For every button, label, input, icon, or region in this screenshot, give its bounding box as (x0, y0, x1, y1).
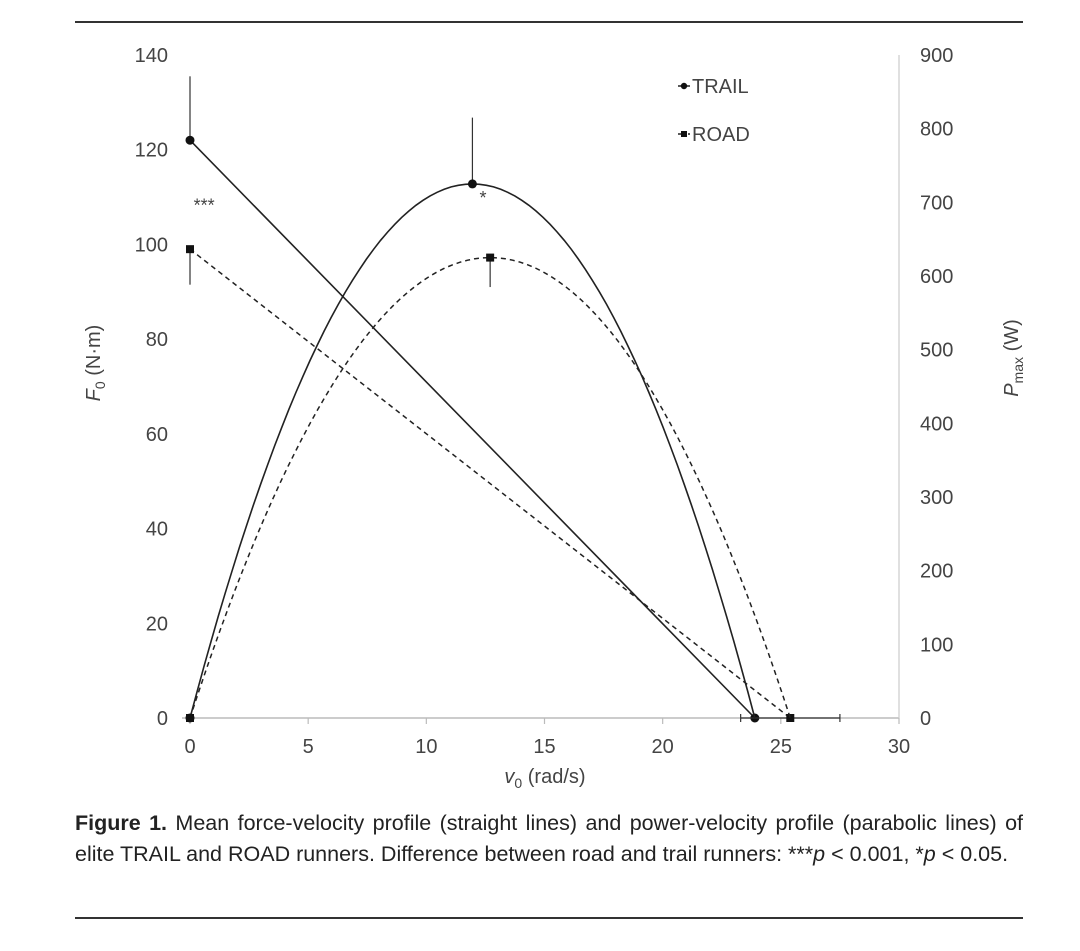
left-tick-label: 40 (146, 519, 168, 541)
road-force-velocity-line (189, 248, 791, 719)
caption-label: Figure 1. (75, 811, 168, 835)
right-tick-label: 800 (920, 119, 953, 141)
top-rule (75, 21, 1023, 23)
x-tick-label: 0 (184, 736, 195, 758)
left-tick-label: 100 (135, 234, 168, 256)
right-tick-label: 200 (920, 561, 953, 583)
right-axis-label: Pmax (W) (1001, 319, 1026, 397)
significance-marker: * (480, 188, 487, 208)
trail-power-velocity-curve (189, 183, 756, 719)
x-tick-label: 25 (770, 736, 792, 758)
left-tick-label: 60 (146, 424, 168, 446)
caption-p1-rest: < 0.001, * (825, 842, 924, 866)
x-tick-label: 30 (888, 736, 910, 758)
x-tick-label: 15 (533, 736, 555, 758)
x-tick-label: 10 (415, 736, 437, 758)
right-tick-label: 500 (920, 340, 953, 362)
figure-caption: Figure 1. Mean force-velocity profile (s… (75, 808, 1023, 870)
caption-text: Mean force-velocity profile (straight li… (75, 811, 1023, 866)
caption-p2-rest: < 0.05. (935, 842, 1009, 866)
left-tick-label: 140 (135, 45, 168, 67)
road-power-velocity-curve (189, 256, 792, 719)
trail-force-velocity-line (189, 139, 756, 719)
right-tick-label: 400 (920, 413, 953, 435)
left-tick-label: 20 (146, 613, 168, 635)
road-power-velocity-origin-point (186, 714, 194, 722)
left-tick-label: 0 (157, 708, 168, 730)
legend-marker (681, 131, 687, 137)
road-force-velocity-point (186, 245, 194, 254)
caption-p2-var: p (923, 842, 936, 866)
legend-label: TRAIL (692, 76, 749, 98)
x-axis-label: v0 (rad/s) (504, 766, 585, 791)
caption-p1-var: p (813, 842, 826, 866)
trail-force-velocity-point (185, 135, 195, 145)
left-tick-label: 80 (146, 329, 168, 351)
legend-label: ROAD (692, 124, 750, 146)
legend-marker (680, 82, 688, 90)
axes: 0 5 10 15 20 25 300204060801001201400100200300… (135, 45, 954, 758)
x-tick-label: 20 (652, 736, 674, 758)
force-power-velocity-chart: 0 5 10 15 20 25 300204060801001201400100200300… (83, 45, 1026, 791)
left-axis-label: F0 (N·m) (83, 325, 108, 402)
right-tick-label: 0 (920, 708, 931, 730)
road-power-velocity-peak-point (486, 253, 495, 262)
right-tick-label: 900 (920, 45, 953, 67)
chart-marks: *** * (185, 76, 841, 723)
x-tick-label: 5 (303, 736, 314, 758)
right-tick-label: 700 (920, 192, 953, 214)
right-tick-label: 100 (920, 634, 953, 656)
trail-power-velocity-peak-point (467, 179, 477, 189)
right-tick-label: 300 (920, 487, 953, 509)
left-tick-label: 120 (135, 140, 168, 162)
road-force-velocity-point (786, 714, 795, 722)
right-tick-label: 600 (920, 266, 953, 288)
significance-marker: *** (194, 195, 215, 215)
legend: TRAIL ROAD (678, 76, 750, 146)
chart-labels: v0 (rad/s) F0 (N·m) Pmax (W) (83, 319, 1026, 791)
bottom-rule (75, 917, 1023, 919)
